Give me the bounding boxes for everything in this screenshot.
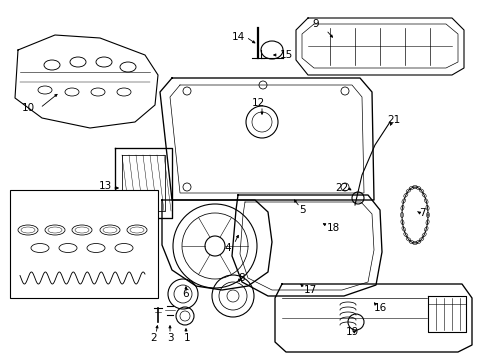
Text: 6: 6	[183, 289, 189, 299]
Polygon shape	[427, 296, 465, 332]
Polygon shape	[274, 284, 471, 352]
Text: 22: 22	[335, 183, 348, 193]
Text: 13: 13	[98, 181, 111, 191]
Text: 1: 1	[183, 333, 190, 343]
Text: 3: 3	[166, 333, 173, 343]
Text: 8: 8	[238, 273, 245, 283]
Text: 5: 5	[299, 205, 305, 215]
Text: 10: 10	[21, 103, 35, 113]
Polygon shape	[15, 35, 158, 128]
Text: 15: 15	[279, 50, 292, 60]
Bar	[10, 190, 158, 298]
Text: 12: 12	[251, 98, 264, 108]
Text: 2: 2	[150, 333, 157, 343]
Text: 11: 11	[28, 220, 41, 230]
Text: 16: 16	[373, 303, 386, 313]
Polygon shape	[115, 148, 172, 218]
Text: 9: 9	[312, 19, 319, 29]
Polygon shape	[295, 18, 463, 75]
Text: 4: 4	[224, 243, 231, 253]
Text: 18: 18	[325, 223, 339, 233]
Text: 19: 19	[345, 327, 358, 337]
Text: 17: 17	[303, 285, 316, 295]
Text: 21: 21	[386, 115, 400, 125]
Polygon shape	[162, 200, 271, 290]
Polygon shape	[160, 78, 373, 200]
Text: 20: 20	[437, 303, 449, 313]
Polygon shape	[231, 195, 381, 296]
Text: 7: 7	[418, 208, 425, 218]
Text: 14: 14	[231, 32, 244, 42]
